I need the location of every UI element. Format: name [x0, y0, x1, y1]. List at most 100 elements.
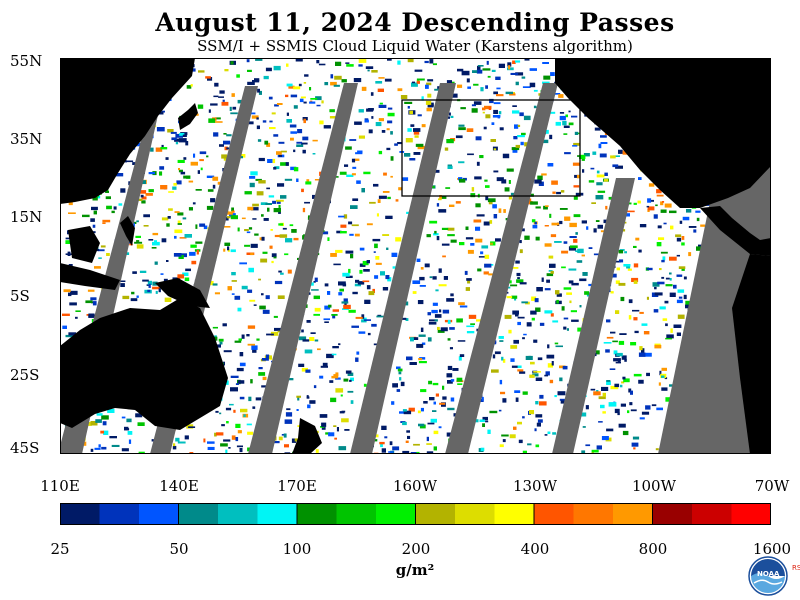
cloud-cell	[273, 134, 279, 137]
cloud-cell	[559, 220, 563, 225]
cloud-cell	[512, 60, 516, 64]
cloud-cell	[459, 242, 465, 246]
cloud-cell	[450, 397, 455, 402]
cloud-cell	[62, 313, 70, 316]
cloud-cell	[231, 435, 236, 440]
cloud-cell	[563, 125, 570, 128]
cloud-cell	[676, 274, 683, 277]
cloud-cell	[125, 160, 134, 163]
cloud-cell	[591, 449, 599, 453]
cloud-cell	[654, 343, 661, 346]
cloud-cell	[408, 407, 415, 412]
cloud-cell	[67, 251, 71, 256]
cloud-cell	[338, 215, 345, 218]
cloud-cell	[475, 226, 481, 231]
cloud-cell	[563, 326, 567, 330]
cloud-cell	[665, 284, 673, 287]
cloud-cell	[291, 229, 297, 233]
cloud-cell	[547, 363, 553, 368]
cloud-cell	[302, 136, 309, 141]
cloud-cell	[223, 439, 231, 442]
cloud-cell	[432, 410, 437, 412]
cloud-cell	[364, 299, 371, 304]
cloud-cell	[522, 391, 528, 395]
cloud-cell	[510, 345, 518, 349]
cloud-cell	[239, 362, 246, 367]
cloud-cell	[529, 82, 536, 88]
cloud-cell	[426, 451, 434, 454]
cloud-cell	[143, 214, 150, 218]
cloud-cell	[532, 224, 538, 229]
cloud-cell	[564, 216, 571, 221]
cloud-cell	[537, 419, 543, 423]
cloud-cell	[230, 61, 234, 65]
cloud-cell	[614, 408, 620, 414]
cloud-cell	[522, 86, 531, 88]
cloud-cell	[467, 279, 471, 284]
cloud-cell	[227, 249, 230, 252]
cloud-cell	[128, 439, 132, 444]
cloud-cell	[224, 69, 229, 72]
cloud-cell	[323, 318, 330, 321]
cloud-cell	[95, 195, 101, 199]
cloud-cell	[498, 63, 505, 68]
cloud-cell	[593, 228, 597, 233]
cloud-cell	[248, 227, 253, 230]
cloud-cell	[559, 398, 568, 401]
cloud-cell	[434, 319, 438, 322]
cloud-cell	[602, 411, 606, 414]
cloud-cell	[547, 163, 554, 167]
cloud-cell	[199, 159, 204, 162]
cloud-cell	[127, 431, 133, 435]
cloud-cell	[216, 432, 224, 436]
lat-label-15n: 15N	[10, 208, 43, 226]
cloud-cell	[596, 182, 603, 186]
cloud-cell	[387, 112, 395, 117]
cloud-cell	[96, 413, 103, 416]
cloud-cell	[646, 296, 649, 300]
cloud-cell	[297, 397, 300, 401]
cloud-cell	[490, 139, 496, 142]
cloud-cell	[665, 397, 672, 402]
cloud-cell	[637, 200, 641, 204]
cloud-cell	[265, 67, 272, 72]
cloud-cell	[345, 62, 350, 64]
cloud-cell	[225, 211, 233, 215]
cloud-cell	[496, 87, 501, 90]
cloud-cell	[610, 331, 616, 334]
cloud-cell	[479, 155, 484, 159]
lat-label-5s: 5S	[10, 287, 30, 305]
cloud-cell	[665, 337, 672, 340]
corner-mark-text: RSS	[792, 564, 800, 572]
cloud-cell	[271, 260, 274, 264]
cloud-cell	[130, 298, 138, 302]
cloud-cell	[515, 397, 519, 402]
cloud-cell	[659, 268, 662, 271]
cloud-cell	[368, 108, 374, 111]
cloud-cell	[397, 142, 402, 145]
cloud-cell	[568, 280, 574, 284]
cloud-cell	[91, 206, 98, 211]
cloud-cell	[160, 147, 168, 150]
cloud-cell	[485, 114, 491, 119]
cloud-cell	[377, 88, 384, 92]
cloud-cell	[305, 369, 311, 373]
cloud-cell	[253, 304, 257, 306]
cloud-cell	[433, 446, 437, 451]
cloud-cell	[293, 167, 299, 172]
cloud-cell	[467, 86, 471, 89]
cloud-cell	[449, 327, 455, 330]
cloud-cell	[480, 447, 485, 451]
cloud-cell	[493, 148, 497, 151]
cloud-cell	[535, 414, 543, 418]
cloud-cell	[214, 336, 218, 341]
cloud-cell	[669, 272, 672, 275]
cloud-cell	[478, 65, 484, 67]
cloud-cell	[261, 293, 264, 296]
cloud-cell	[352, 291, 358, 295]
cloud-cell	[225, 449, 228, 454]
cloud-cell	[339, 171, 347, 175]
cloud-cell	[513, 339, 519, 344]
cloud-cell	[359, 269, 363, 274]
cloud-cell	[316, 104, 321, 107]
